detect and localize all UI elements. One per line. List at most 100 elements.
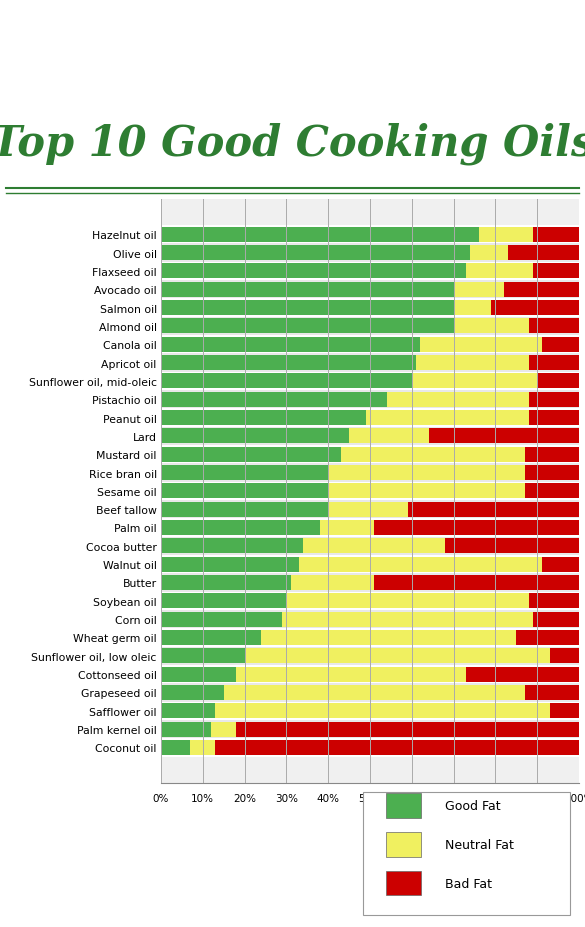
Bar — [386, 794, 421, 818]
Bar — [525, 685, 579, 700]
Bar — [420, 337, 542, 352]
Bar — [161, 300, 454, 316]
Bar — [161, 685, 223, 700]
Bar — [161, 610, 579, 629]
Bar — [349, 429, 429, 444]
Bar — [161, 319, 454, 334]
Bar — [161, 649, 245, 664]
Bar — [161, 262, 579, 281]
Bar — [161, 722, 211, 737]
Bar — [161, 501, 579, 519]
Bar — [161, 446, 579, 464]
Bar — [454, 319, 529, 334]
Text: Lasting Weight Loss: Lasting Weight Loss — [23, 858, 174, 871]
Bar — [223, 685, 525, 700]
Bar — [525, 484, 579, 499]
Bar — [190, 740, 215, 756]
Bar — [161, 226, 579, 244]
Bar — [363, 792, 570, 916]
Bar — [161, 592, 579, 610]
Bar — [161, 283, 454, 298]
Bar — [161, 244, 579, 262]
Bar — [161, 520, 320, 536]
Bar — [525, 447, 579, 463]
Bar — [211, 722, 236, 737]
Bar — [161, 429, 349, 444]
Bar — [161, 227, 479, 243]
Text: GoUnDiet: 50 Small Actions for: GoUnDiet: 50 Small Actions for — [23, 830, 257, 843]
Bar — [366, 411, 529, 425]
Bar — [161, 576, 291, 590]
Bar — [408, 502, 579, 517]
Bar — [161, 702, 579, 720]
Bar — [161, 629, 579, 647]
Bar — [161, 502, 328, 517]
Text: Top 10 Good Cooking Oils: Top 10 Good Cooking Oils — [0, 122, 585, 164]
Bar — [328, 502, 408, 517]
Bar — [161, 447, 340, 463]
Bar — [161, 392, 387, 407]
Bar — [161, 574, 579, 592]
Bar — [445, 539, 579, 553]
Bar — [470, 246, 508, 260]
Bar — [161, 317, 579, 336]
Bar — [161, 374, 412, 389]
Bar — [161, 666, 579, 683]
Bar — [454, 300, 491, 316]
Bar — [529, 319, 579, 334]
Bar — [161, 683, 579, 702]
Text: Neutral Fat: Neutral Fat — [445, 838, 514, 851]
Bar — [466, 264, 533, 279]
Bar — [161, 356, 416, 371]
Bar — [161, 630, 261, 645]
Bar — [533, 612, 579, 627]
Bar — [328, 484, 525, 499]
Bar — [161, 612, 282, 627]
Bar — [387, 392, 529, 407]
Bar — [161, 464, 579, 482]
Bar — [161, 281, 579, 299]
Bar — [550, 649, 579, 664]
Bar — [374, 520, 579, 536]
Bar — [328, 465, 525, 480]
Bar — [161, 704, 215, 718]
Bar — [291, 576, 374, 590]
Bar — [161, 427, 579, 446]
Bar — [161, 409, 579, 427]
Bar — [161, 519, 579, 537]
Bar — [529, 392, 579, 407]
Bar — [161, 264, 466, 279]
Bar — [282, 612, 533, 627]
Bar — [491, 300, 579, 316]
Bar — [386, 871, 421, 895]
Bar — [454, 283, 504, 298]
Bar — [416, 356, 529, 371]
Bar — [504, 283, 579, 298]
Bar — [386, 832, 421, 857]
Bar — [161, 539, 303, 553]
Bar — [161, 465, 328, 480]
Bar — [261, 630, 517, 645]
Bar — [161, 537, 579, 555]
Bar — [412, 374, 537, 389]
Bar — [542, 337, 579, 352]
Bar — [161, 246, 470, 260]
Bar — [537, 374, 579, 389]
Bar — [245, 649, 550, 664]
Text: Copyright 2010 - Gloria Tsang: Copyright 2010 - Gloria Tsang — [23, 907, 178, 917]
Bar — [236, 667, 466, 682]
Text: Bad Fat: Bad Fat — [445, 877, 491, 890]
Bar — [236, 722, 579, 737]
Bar — [533, 227, 579, 243]
Bar — [161, 593, 286, 609]
Bar — [517, 630, 579, 645]
Bar — [529, 411, 579, 425]
Bar — [340, 447, 525, 463]
Bar — [286, 593, 529, 609]
Bar — [161, 373, 579, 390]
Bar — [525, 465, 579, 480]
Bar — [303, 539, 445, 553]
Bar — [161, 667, 236, 682]
Bar — [161, 411, 366, 425]
Bar — [161, 299, 579, 317]
